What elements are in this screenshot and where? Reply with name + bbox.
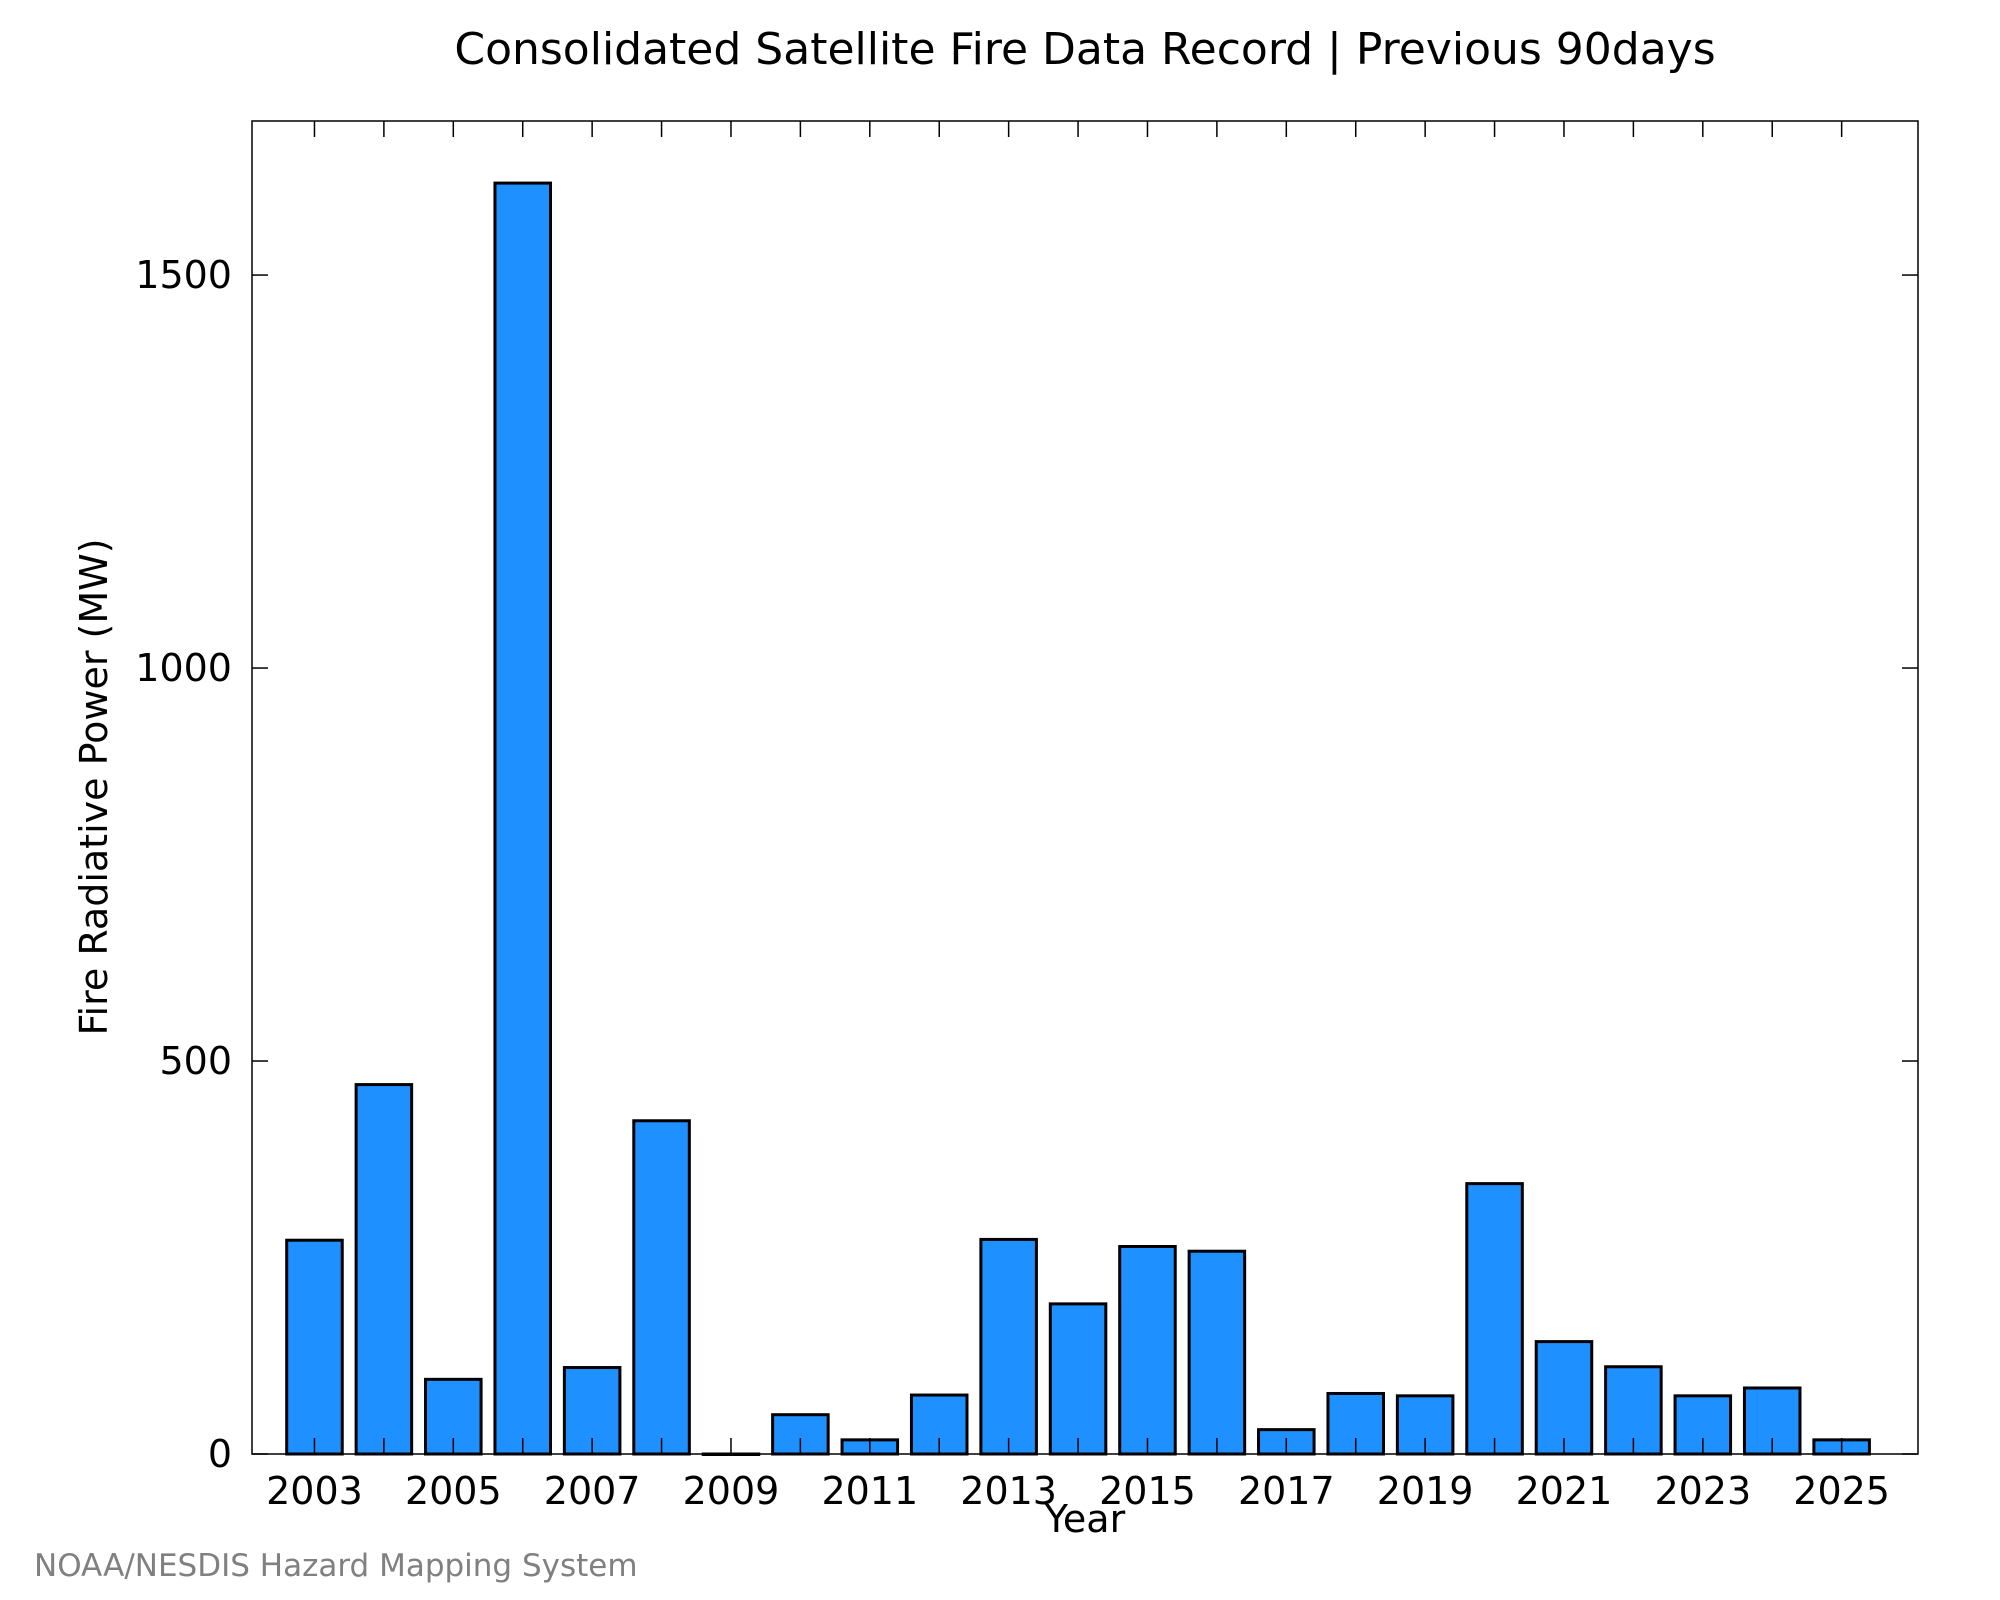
y-tick-label-1000: 1000	[135, 646, 232, 690]
x-tick-label-2025: 2025	[1793, 1469, 1890, 1513]
bar-2006	[493, 181, 552, 1456]
x-tick-label-2005: 2005	[405, 1469, 502, 1513]
x-tick-label-2011: 2011	[821, 1469, 918, 1513]
bar-2016	[1187, 1249, 1247, 1456]
ticks-layer	[252, 121, 1918, 1455]
chart-title: Consolidated Satellite Fire Data Record …	[454, 24, 1715, 75]
x-tick-label-2021: 2021	[1516, 1469, 1613, 1513]
x-tick-label-2009: 2009	[683, 1469, 780, 1513]
x-tick-label-2003: 2003	[266, 1469, 363, 1513]
bar-2015	[1118, 1245, 1177, 1456]
bar-2020	[1465, 1182, 1524, 1456]
bar-2008	[632, 1119, 691, 1456]
y-axis-label: Fire Radiative Power (MW)	[72, 538, 116, 1035]
y-tick-label-500: 500	[159, 1039, 232, 1083]
y-tick-label-1500: 1500	[135, 253, 232, 297]
bars-layer	[285, 181, 1871, 1456]
y-tick-label-0: 0	[208, 1432, 232, 1476]
x-tick-label-2007: 2007	[544, 1469, 641, 1513]
x-tick-label-2017: 2017	[1238, 1469, 1335, 1513]
x-axis-label: Year	[1044, 1497, 1126, 1541]
x-tick-label-2023: 2023	[1654, 1469, 1751, 1513]
source-credit: NOAA/NESDIS Hazard Mapping System	[34, 1548, 638, 1584]
x-tick-label-2019: 2019	[1377, 1469, 1474, 1513]
x-tick-label-2013: 2013	[960, 1469, 1057, 1513]
bar-2004	[354, 1083, 414, 1456]
plot-frame	[251, 120, 1919, 1455]
x-tick-label-2015: 2015	[1099, 1469, 1196, 1513]
tick-labels-layer: 2003 2005 2007 2009 2011 2013 2015 2017 2019 2021…	[135, 253, 1890, 1513]
bar-2013	[979, 1237, 1038, 1456]
bar-2014	[1048, 1302, 1108, 1456]
bar-2021	[1534, 1340, 1594, 1456]
bar-2003	[285, 1238, 344, 1456]
